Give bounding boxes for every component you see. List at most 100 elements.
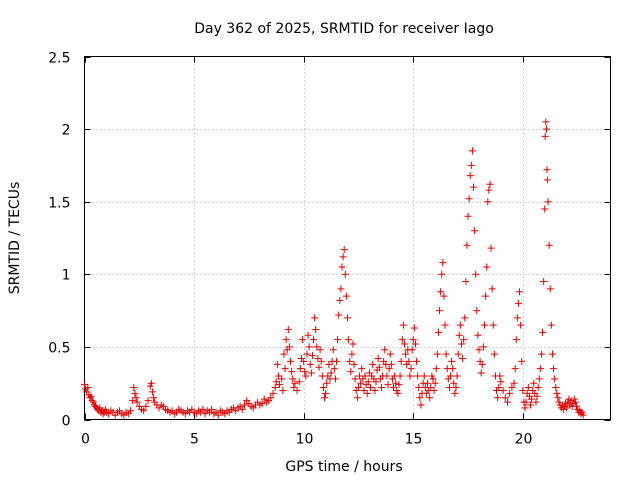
data-point <box>489 321 497 329</box>
data-point <box>514 299 522 307</box>
data-point <box>464 212 472 220</box>
data-point <box>543 176 551 184</box>
data-point <box>405 357 413 365</box>
data-point <box>346 357 354 365</box>
data-point <box>426 394 434 402</box>
data-point <box>274 372 282 380</box>
data-point <box>349 340 357 348</box>
data-point <box>214 411 222 419</box>
data-point <box>358 365 366 373</box>
data-point <box>578 408 586 416</box>
data-point <box>335 311 343 319</box>
data-point <box>457 340 465 348</box>
data-point <box>287 357 295 365</box>
data-point <box>150 394 158 402</box>
data-point <box>482 292 490 300</box>
data-point <box>396 372 404 380</box>
y-tick-label: 0.5 <box>48 341 70 357</box>
data-point <box>432 365 440 373</box>
data-point <box>434 328 442 336</box>
data-point <box>384 381 392 389</box>
data-point <box>534 384 542 392</box>
data-point <box>427 384 435 392</box>
data-point <box>516 288 524 296</box>
data-point <box>371 386 379 394</box>
grid <box>84 56 611 420</box>
data-point <box>101 405 109 413</box>
data-point <box>456 321 464 329</box>
data-point <box>269 389 277 397</box>
data-point <box>351 375 359 383</box>
data-point <box>479 343 487 351</box>
data-point <box>367 384 375 392</box>
data-point <box>436 307 444 315</box>
data-point <box>310 336 318 344</box>
data-point <box>284 325 292 333</box>
data-point <box>87 392 95 400</box>
data-point <box>364 378 372 386</box>
data-point <box>407 365 415 373</box>
data-point <box>478 360 486 368</box>
data-point <box>311 314 319 322</box>
data-point <box>383 372 391 380</box>
data-point <box>282 336 290 344</box>
data-point <box>467 161 475 169</box>
data-point <box>433 350 441 358</box>
data-point <box>300 357 308 365</box>
data-point <box>339 253 347 261</box>
data-point <box>452 384 460 392</box>
data-point <box>357 379 365 387</box>
x-tick-label: 15 <box>405 432 423 448</box>
data-point <box>350 360 358 368</box>
data-point <box>521 404 529 412</box>
data-point <box>338 263 346 271</box>
data-point <box>477 369 485 377</box>
data-point <box>484 198 492 206</box>
data-point <box>420 372 428 380</box>
data-point <box>496 372 504 380</box>
data-point <box>354 384 362 392</box>
data-point <box>408 346 416 354</box>
data-point <box>409 336 417 344</box>
data-point <box>548 350 556 358</box>
y-axis-label: SRMTID / TECUs <box>7 182 23 295</box>
data-point <box>304 331 312 339</box>
data-point <box>518 357 526 365</box>
data-point <box>336 296 344 304</box>
x-tick-label: 20 <box>515 432 533 448</box>
data-point <box>147 379 155 387</box>
data-point <box>466 172 474 180</box>
data-point <box>84 384 92 392</box>
data-point <box>374 355 382 363</box>
data-point <box>495 384 503 392</box>
data-point <box>345 336 353 344</box>
data-point <box>140 407 148 415</box>
data-point <box>208 405 216 413</box>
data-point <box>132 394 140 402</box>
data-point <box>532 398 540 406</box>
data-point <box>381 346 389 354</box>
data-point <box>295 378 303 386</box>
data-point <box>276 381 284 389</box>
data-point <box>543 125 551 133</box>
data-point <box>540 278 548 286</box>
data-point <box>285 343 293 351</box>
y-tick-label: 1 <box>62 268 71 284</box>
data-point <box>301 368 309 376</box>
data-point <box>144 397 152 405</box>
chart-title: Day 362 of 2025, SRMTID for receiver Iag… <box>194 21 494 37</box>
data-point <box>307 369 315 377</box>
data-point <box>519 386 527 394</box>
data-point <box>550 365 558 373</box>
data-point <box>485 186 493 194</box>
data-point <box>313 343 321 351</box>
data-point <box>573 402 581 410</box>
data-point <box>411 340 419 348</box>
data-point <box>402 350 410 358</box>
data-point <box>142 402 150 410</box>
data-point <box>448 357 456 365</box>
data-point <box>390 384 398 392</box>
data-point <box>450 379 458 387</box>
